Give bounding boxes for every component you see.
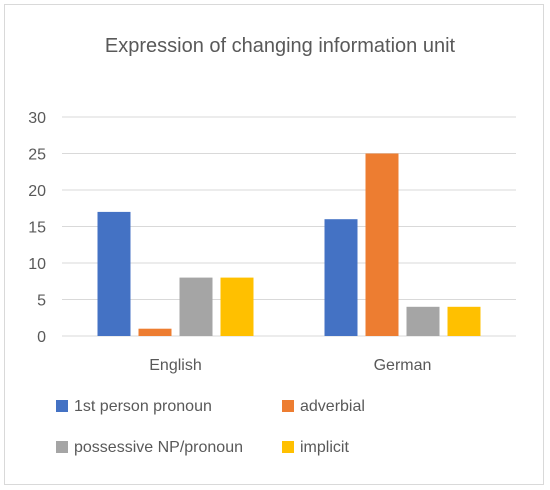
legend-swatch <box>56 441 68 453</box>
y-tick-label: 5 <box>37 293 46 310</box>
bar-english-1st-person-pronoun <box>97 211 131 336</box>
y-tick-label: 20 <box>28 183 46 200</box>
bar-german-adverbial <box>365 153 399 336</box>
x-axis-ticks: English German <box>149 357 431 374</box>
bar-english-adverbial <box>138 328 172 336</box>
bar-english-possessive-np-pronoun <box>179 277 213 336</box>
bar-german-implicit <box>447 306 481 336</box>
legend-label: possessive NP/pronoun <box>74 439 243 456</box>
y-tick-label: 25 <box>28 147 46 164</box>
y-tick-label: 0 <box>37 329 46 346</box>
y-tick-label: 10 <box>28 256 46 273</box>
bars <box>97 153 481 336</box>
legend-label: implicit <box>300 439 349 456</box>
legend-label: 1st person pronoun <box>74 398 212 415</box>
legend-swatch <box>56 400 68 412</box>
bar-german-1st-person-pronoun <box>324 219 358 336</box>
gridlines <box>62 116 516 337</box>
legend-swatch <box>282 400 294 412</box>
legend: 1st person pronoun adverbial possessive NP… <box>56 398 365 456</box>
bar-english-implicit <box>220 277 254 336</box>
x-tick-label: English <box>149 357 201 374</box>
y-tick-label: 30 <box>28 110 46 127</box>
chart-title: Expression of changing information unit <box>105 35 456 57</box>
y-axis-ticks: 0 5 10 15 20 25 30 <box>28 110 46 346</box>
y-tick-label: 15 <box>28 220 46 237</box>
x-tick-label: German <box>374 357 432 374</box>
bar-german-possessive-np-pronoun <box>406 306 440 336</box>
legend-label: adverbial <box>300 398 365 415</box>
legend-swatch <box>282 441 294 453</box>
chart-frame <box>4 4 544 485</box>
